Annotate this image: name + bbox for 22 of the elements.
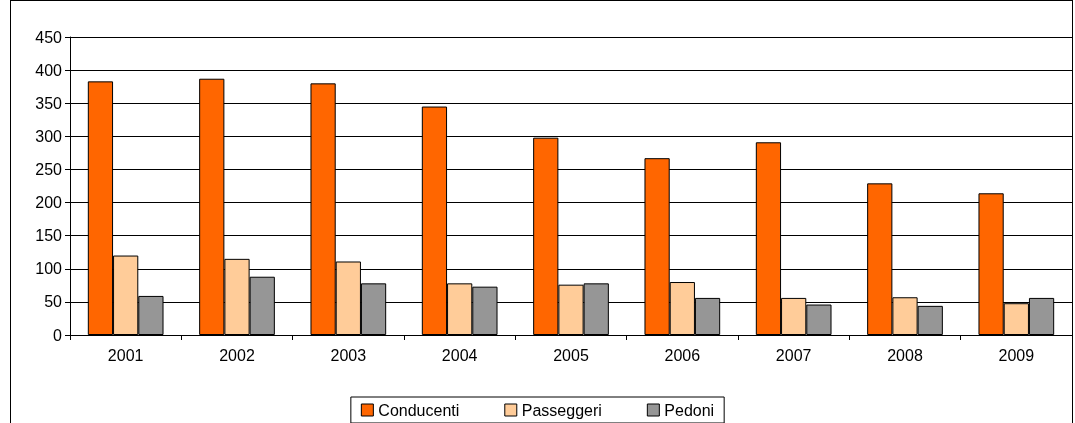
legend-label: Pedoni xyxy=(664,401,715,419)
y-tick-label: 200 xyxy=(35,194,63,212)
x-tick-label: 2004 xyxy=(441,346,478,364)
x-tick-label: 2001 xyxy=(107,346,144,364)
x-tick-label: 2007 xyxy=(775,346,812,364)
y-tick-label: 150 xyxy=(35,227,63,245)
y-tick-label: 50 xyxy=(44,293,63,311)
y-tick-label: 100 xyxy=(35,260,63,278)
y-tick-label: 450 xyxy=(35,28,63,46)
y-tick-label: 350 xyxy=(35,94,63,112)
x-tick-label: 2002 xyxy=(219,346,255,364)
x-tick-label: 2008 xyxy=(887,346,923,364)
y-tick-label: 250 xyxy=(35,160,63,178)
legend-label: Passeggeri xyxy=(521,401,602,419)
x-tick-label: 2005 xyxy=(553,346,589,364)
x-tick-label: 2003 xyxy=(330,346,367,364)
x-tick-label: 2009 xyxy=(998,346,1035,364)
x-tick-label: 2006 xyxy=(664,346,701,364)
legend-label: Conducenti xyxy=(378,401,460,419)
y-tick-label: 400 xyxy=(35,61,63,79)
y-tick-label: 0 xyxy=(53,326,63,344)
y-tick-label: 300 xyxy=(35,127,63,145)
